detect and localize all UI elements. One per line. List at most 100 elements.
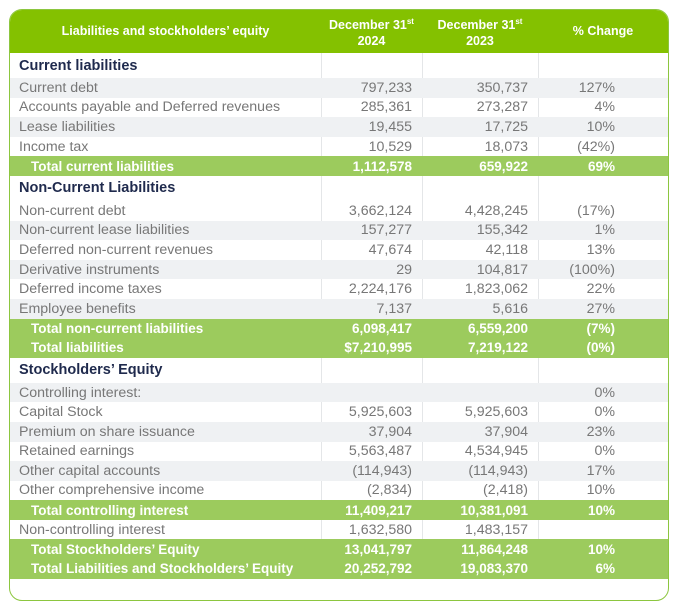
row-label: Non-Current Liabilities	[19, 180, 176, 197]
value-2024: 7,137	[376, 300, 412, 317]
value-2024: 47,674	[368, 241, 412, 258]
pct-change: 0%	[594, 384, 615, 401]
row-label: Lease liabilities	[19, 118, 116, 135]
total-row: Total Stockholders’ Equity 13,041,797 11,8…	[10, 539, 668, 560]
table-row: Lease liabilities 19,455 17,725 10%	[10, 117, 668, 137]
pct-change: 13%	[586, 241, 615, 258]
value-2024: 29	[396, 261, 412, 278]
row-label: Retained earnings	[19, 443, 135, 460]
total-row: Total controlling interest 11,409,217 10,3…	[10, 500, 668, 520]
row-label: Non-current lease liabilities	[19, 222, 190, 239]
value-2024: $7,210,995	[344, 340, 412, 356]
value-2023: 5,925,603	[464, 404, 528, 421]
table-row: Controlling interest: 0%	[10, 382, 668, 403]
value-2024: (2,834)	[367, 482, 412, 499]
value-2024: 285,361	[360, 99, 412, 116]
pct-change: 22%	[586, 281, 615, 298]
table-row: Accounts payable and Deferred revenues 28…	[10, 98, 668, 118]
row-label: Deferred non-current revenues	[19, 241, 213, 258]
pct-change: 6%	[595, 561, 615, 577]
row-label: Controlling interest:	[19, 384, 142, 401]
header-2023: December 31st 2023	[437, 17, 523, 48]
table-row: Premium on share issuance 37,904 37,904 23%	[10, 421, 668, 442]
row-label: Other comprehensive income	[19, 482, 205, 499]
total-row: Total current liabilities 1,112,578 659,92…	[10, 156, 668, 176]
value-2024: 1,632,580	[348, 521, 412, 538]
value-2023: 11,864,248	[461, 541, 528, 557]
table-row: Current debt 797,233 350,737 127%	[10, 78, 668, 98]
pct-change: (100%)	[569, 261, 615, 278]
pct-change: 10%	[586, 482, 615, 499]
table-row: Other capital accounts (114,943) (114,943)…	[10, 461, 668, 481]
value-2024: 5,563,487	[348, 443, 412, 460]
table-row: Deferred income taxes 2,224,176 1,823,062 2…	[10, 279, 668, 299]
table-row: Derivative instruments 29 104,817 (100%)	[10, 259, 668, 280]
value-2024: (114,943)	[352, 462, 412, 479]
section-heading: Stockholders’ Equity	[10, 358, 668, 383]
value-2024: 3,662,124	[348, 202, 412, 219]
row-label: Current liabilities	[19, 57, 138, 74]
pct-change: 69%	[587, 158, 615, 174]
table-header: Liabilities and stockholders’ equity Dec…	[10, 10, 668, 53]
pct-change: 10%	[586, 118, 615, 135]
header-label: Liabilities and stockholders’ equity	[61, 24, 270, 38]
table-body: Current liabilities Current debt 797,233 35…	[10, 53, 668, 579]
pct-change: 10%	[587, 502, 615, 518]
row-label: Total non-current liabilities	[31, 320, 204, 336]
pct-change: 17%	[586, 462, 615, 479]
pct-change: 0%	[594, 404, 615, 421]
value-2024: 5,925,603	[348, 404, 412, 421]
row-label: Employee benefits	[19, 300, 136, 317]
section-heading: Non-Current Liabilities	[10, 176, 668, 201]
pct-change: 23%	[586, 423, 615, 440]
value-2023: 17,725	[484, 118, 528, 135]
pct-change: 10%	[587, 541, 615, 557]
table-row: Other comprehensive income (2,834) (2,418)…	[10, 481, 668, 501]
value-2023: 7,219,122	[467, 340, 528, 356]
value-2023: 6,559,200	[467, 320, 528, 336]
value-2023: 4,428,245	[464, 202, 528, 219]
table-row: Capital Stock 5,925,603 5,925,603 0%	[10, 402, 668, 422]
row-label: Capital Stock	[19, 404, 103, 421]
value-2023: (2,418)	[483, 482, 528, 499]
value-2024: 10,529	[368, 138, 412, 155]
table-row: Non-controlling interest 1,632,580 1,483,1…	[10, 520, 668, 540]
value-2023: 350,737	[476, 79, 528, 96]
row-label: Non-current debt	[19, 202, 126, 219]
row-label: Non-controlling interest	[19, 521, 165, 538]
value-2023: 659,922	[479, 158, 528, 174]
value-2023: 19,083,370	[460, 561, 528, 577]
value-2023: 5,616	[492, 300, 528, 317]
pct-change: 27%	[586, 300, 615, 317]
value-2023: (114,943)	[468, 462, 528, 479]
value-2023: 10,381,091	[460, 502, 528, 518]
pct-change: 0%	[594, 443, 615, 460]
row-label: Total controlling interest	[31, 502, 189, 518]
total-row: Total non-current liabilities 6,098,417 6,…	[10, 318, 668, 339]
value-2024: 19,455	[368, 118, 412, 135]
row-label: Deferred income taxes	[19, 281, 162, 298]
table-row: Retained earnings 5,563,487 4,534,945 0%	[10, 442, 668, 462]
row-label: Stockholders’ Equity	[19, 362, 163, 379]
section-heading: Current liabilities	[10, 53, 668, 78]
row-label: Premium on share issuance	[19, 423, 195, 440]
pct-change: (17%)	[577, 202, 615, 219]
header-pct-change: % Change	[572, 24, 634, 38]
value-2023: 1,823,062	[464, 281, 528, 298]
table-row: Non-current debt 3,662,124 4,428,245 (17%)	[10, 201, 668, 221]
value-2024: 1,112,578	[352, 158, 412, 174]
row-label: Accounts payable and Deferred revenues	[19, 99, 281, 116]
value-2023: 273,287	[476, 99, 528, 116]
value-2024: 6,098,417	[351, 320, 412, 336]
balance-sheet-table: Liabilities and stockholders’ equity Dec…	[9, 9, 669, 601]
row-label: Total Liabilities and Stockholders’ Equi…	[31, 561, 294, 577]
value-2023: 18,073	[484, 138, 528, 155]
table-row: Income tax 10,529 18,073 (42%)	[10, 137, 668, 157]
value-2024: 797,233	[360, 79, 412, 96]
row-label: Total current liabilities	[31, 158, 175, 174]
table-row: Non-current lease liabilities 157,277 155,…	[10, 220, 668, 241]
table-row: Employee benefits 7,137 5,616 27%	[10, 298, 668, 319]
value-2024: 37,904	[368, 423, 412, 440]
total-row: Total Liabilities and Stockholders’ Equi…	[10, 559, 668, 579]
pct-change: 1%	[594, 222, 615, 239]
